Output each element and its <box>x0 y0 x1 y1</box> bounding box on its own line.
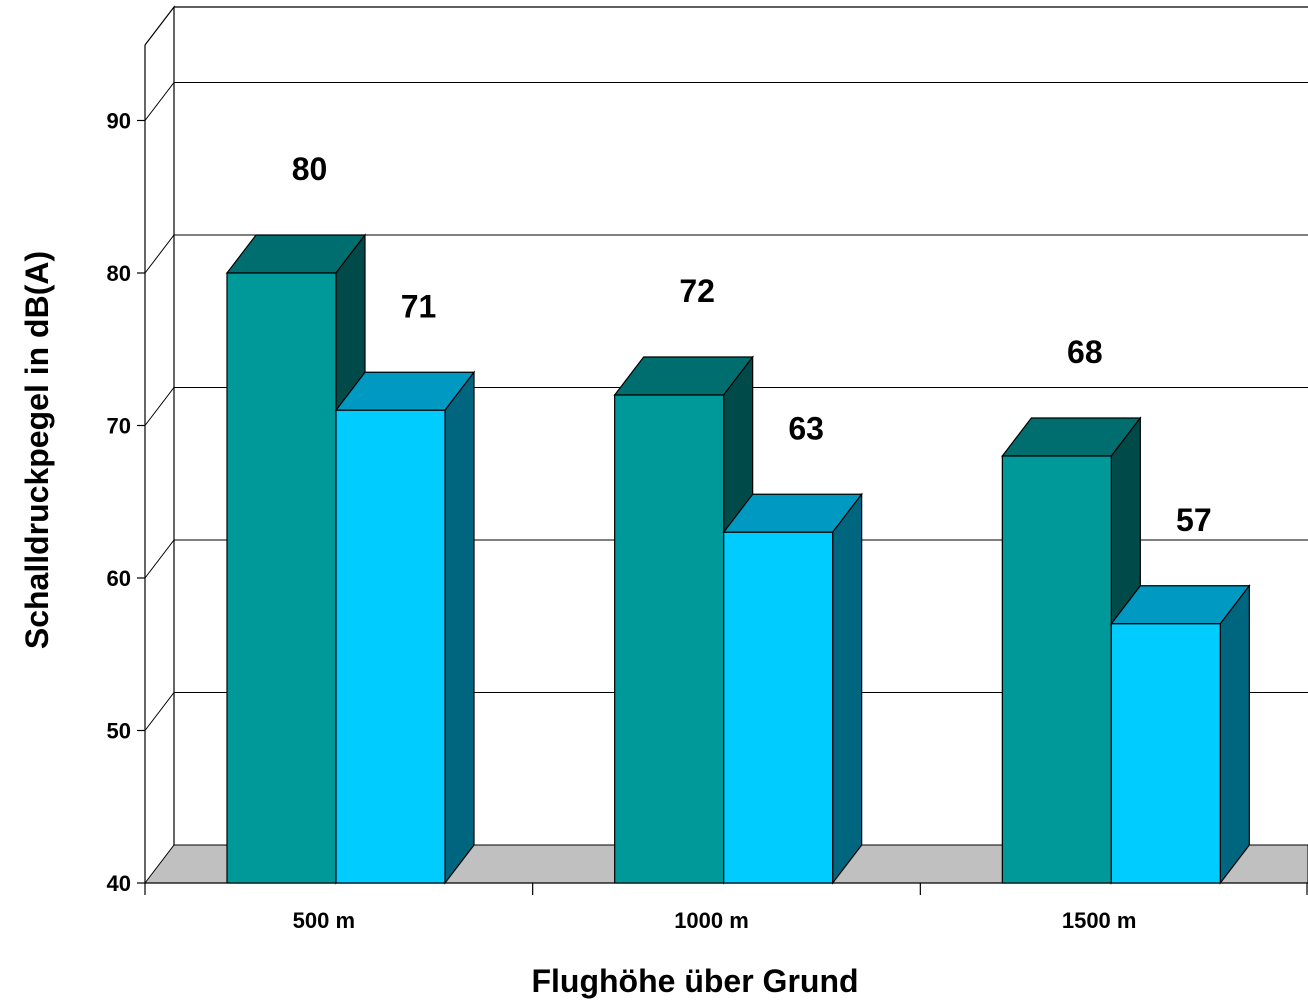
y-tick-label: 70 <box>107 414 131 439</box>
y-tick-label: 50 <box>107 719 131 744</box>
data-label: 57 <box>1176 502 1212 538</box>
y-axis-title: Schalldruckpegel in dB(A) <box>19 251 55 649</box>
gridline <box>144 82 1308 121</box>
data-label: 72 <box>679 273 715 309</box>
bar-side <box>444 370 475 885</box>
x-axis: 500 m 1000 m 1500 m <box>144 882 1308 933</box>
x-tick-label: 500 m <box>293 908 355 933</box>
y-axis: 40 50 60 70 80 90 <box>107 45 146 896</box>
bar-front <box>723 531 834 884</box>
bar <box>1110 583 1251 885</box>
side-wall <box>144 5 175 845</box>
x-tick-label: 1000 m <box>674 908 749 933</box>
y-tick-label: 90 <box>107 109 131 134</box>
chart-walls <box>144 5 1308 845</box>
x-axis-title: Flughöhe über Grund <box>531 963 858 999</box>
data-labels: 80 71 72 63 68 57 <box>292 151 1212 538</box>
y-tick-label: 60 <box>107 566 131 591</box>
gridline <box>144 539 1308 579</box>
bar <box>722 492 863 885</box>
y-tick-label: 40 <box>107 871 131 896</box>
bar-front <box>335 409 446 884</box>
y-tick-label: 80 <box>107 261 131 286</box>
gridlines <box>144 82 1308 731</box>
gridline <box>144 387 1308 426</box>
data-label: 71 <box>401 288 437 324</box>
bar-side <box>1219 583 1250 885</box>
data-label: 80 <box>292 151 328 187</box>
x-tick-label: 1500 m <box>1062 908 1137 933</box>
data-label: 68 <box>1067 334 1103 370</box>
gridline <box>144 692 1308 731</box>
data-label: 63 <box>788 410 824 446</box>
bar-side <box>832 492 863 885</box>
bar-front <box>1110 623 1221 884</box>
bar <box>334 370 476 885</box>
gridline <box>144 234 1308 274</box>
bar-front <box>614 394 725 884</box>
bar-front <box>226 272 337 884</box>
bars <box>225 233 1251 885</box>
bar <box>1001 416 1142 885</box>
bar-front <box>1001 455 1112 884</box>
